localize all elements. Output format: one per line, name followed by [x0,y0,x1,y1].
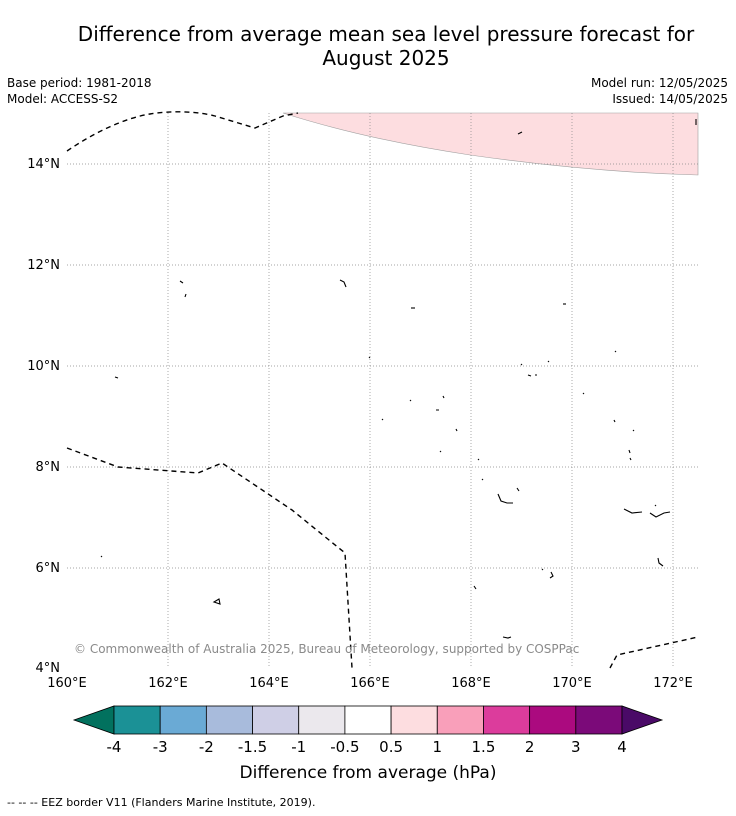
island [477,458,520,504]
lat-tick-label: 12°N [27,258,60,273]
meta-left: Base period: 1981-2018 Model: ACCESS-S2 [7,75,152,107]
island [339,279,347,288]
colorbar-segment [205,705,253,735]
lon-tick-label: 162°E [148,676,188,691]
lat-axis: 14°N 12°N 10°N 8°N 6°N 4°N [27,157,60,676]
lat-tick-label: 14°N [27,157,60,172]
lat-tick-label: 6°N [36,561,61,576]
island [381,395,458,453]
anomaly-area-positive [282,112,699,176]
lon-tick-label: 170°E [552,676,592,691]
model-run: Model run: 12/05/2025 [590,76,728,90]
colorbar-segment [252,705,300,735]
colorbar-segment [298,705,346,735]
island [517,131,523,135]
island [114,376,119,379]
colorbar-tick-label: -3 [153,738,168,756]
island [657,557,664,567]
eez-legend-note: -- -- -- EEZ border V11 (Flanders Marine… [7,796,316,809]
island [502,636,512,639]
colorbar-tick-label: 1 [432,738,442,756]
colorbar-tick-label: -2 [199,738,214,756]
issued-date: Issued: 14/05/2025 [612,92,728,106]
colorbar-tick-label: -1 [291,738,306,756]
base-period: Base period: 1981-2018 [7,76,152,90]
colorbar-label: Difference from average (hPa) [240,763,497,783]
island [541,568,554,579]
lon-tick-label: 166°E [350,676,390,691]
colorbar-tick-label: 2 [525,738,535,756]
lon-tick-label: 168°E [451,676,491,691]
lat-tick-label: 4°N [36,661,61,676]
colorbar-segment [436,705,484,735]
lon-tick-label: 164°E [249,676,289,691]
island [368,356,371,359]
model-name: Model: ACCESS-S2 [7,92,119,106]
eez-borders [66,111,699,669]
colorbar-tick-label: -0.5 [330,738,359,756]
colorbar-tick-label: 1.5 [472,738,496,756]
island [100,555,477,590]
lon-axis: 160°E 162°E 164°E 166°E 168°E 170°E 172°… [47,676,693,691]
colorbar-segment [390,705,438,735]
island [623,504,671,518]
colorbar-segment [113,705,161,735]
island [582,350,635,432]
colorbar-segment [159,705,207,735]
island [212,598,221,605]
island [628,449,632,461]
colorbar-tick-label: 0.5 [379,738,403,756]
colorbar-under-arrow [72,705,115,735]
map-panel: © Commonwealth of Australia 2025, Bureau… [66,111,699,669]
eez-border-southeast [609,636,699,669]
island [520,360,550,377]
gridlines [67,113,698,668]
colorbar-segment [344,705,392,735]
eez-border-north [66,111,299,152]
lon-tick-label: 172°E [653,676,693,691]
title-line-2: August 2025 [322,46,450,70]
colorbar-over-arrow [621,705,664,735]
colorbar-segment [575,705,623,735]
lat-tick-label: 10°N [27,359,60,374]
islands [100,119,697,639]
colorbar-segment [483,705,531,735]
title-line-1: Difference from average mean sea level p… [77,22,695,46]
map-title: Difference from average mean sea level p… [0,22,736,70]
colorbar-tick-label: 4 [617,738,627,756]
eez-border-south [66,447,353,669]
island [179,280,187,298]
map-background [67,113,698,668]
colorbar-tick-label: -4 [107,738,122,756]
meta-right: Model run: 12/05/2025 Issued: 14/05/2025 [591,75,728,107]
colorbar: -4 -3 -2 -1.5 -1 -0.5 0.5 1 1.5 2 3 4 [72,705,664,756]
lon-tick-label: 160°E [47,676,87,691]
colorbar-tick-label: 3 [571,738,581,756]
colorbar-segment [529,705,577,735]
colorbar-tick-label: -1.5 [238,738,267,756]
lat-tick-label: 8°N [36,460,61,475]
copyright-text: © Commonwealth of Australia 2025, Bureau… [74,642,579,656]
